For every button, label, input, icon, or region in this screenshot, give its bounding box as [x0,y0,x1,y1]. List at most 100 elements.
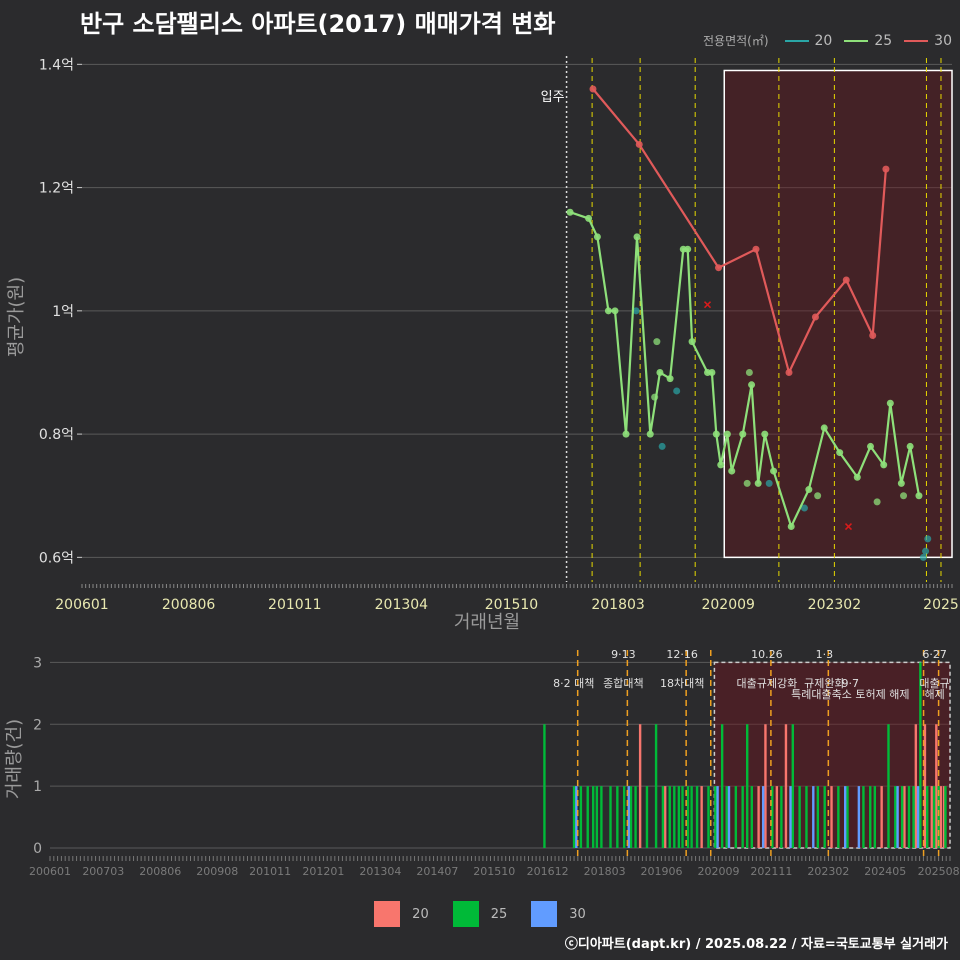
volume-bar-20 [935,724,938,848]
volume-bar-20 [939,786,943,848]
volume-bar-25 [823,786,826,848]
move-in-label: 입주 [541,90,565,105]
bar-legend-item-30: 30 [531,901,586,927]
policy-label: 18차대책 [660,677,704,690]
bar-legend-item-20: 20 [374,901,429,927]
volume-bar-25 [741,786,744,848]
bar-legend-swatch-25 [452,901,479,927]
y-tick-label: 1.2억 [39,181,74,197]
volume-bar-25 [591,786,595,848]
data-point-30 [589,85,597,93]
volume-chart: 0 1 2 3 거래량(건) 8·2 대책 9·13 종합대책 12·16 18차대책 10.26 대… [4,648,960,878]
data-point-25 [886,399,894,407]
x-tick-label: 200806 [139,865,181,878]
legend-item-20: 20 [784,32,833,49]
y-tick-label: 1억 [52,304,74,320]
volume-bar-25 [944,786,947,848]
policy-label: 대출규 [919,677,949,690]
volume-bar-25 [695,786,699,848]
x-tick-label: 200601 [55,597,108,613]
legend-item-30: 30 [904,33,952,49]
data-point-25 [915,492,923,500]
y-tick-label: 2 [33,717,42,733]
volume-bar-25 [937,786,940,848]
volume-bar-20 [784,724,788,848]
volume-bar-30 [575,786,578,848]
volume-bar-20 [775,786,779,848]
data-point-25 [666,375,674,383]
volume-bar-25 [750,786,753,848]
volume-bar-25 [919,662,922,848]
volume-bar-25 [873,786,877,848]
y-tick-label: 1.4억 [39,57,74,73]
volume-bar-25 [690,786,693,848]
volume-bar-30 [843,786,847,848]
data-point-25 [646,430,654,438]
highlight-region [723,69,953,559]
volume-bar-25 [869,786,872,848]
y-tick-label: 0.8억 [39,427,74,443]
volume-bar-25 [887,724,890,848]
volume-bar-25 [816,786,820,848]
bar-legend-swatch-30 [531,901,558,927]
volume-bar-25 [912,786,915,848]
data-point-20 [632,307,640,315]
data-point-30 [752,245,760,253]
volume-bar-25 [720,724,724,848]
bar-legend-label-25: 25 [490,906,508,922]
policy-label: 8·2 대책 [553,677,594,690]
data-point-25 [745,368,753,376]
bar-legend-swatch-20 [374,901,401,927]
volume-bar-20 [923,724,927,848]
cancelled-trade-mark [703,301,712,309]
volume-bar-20 [830,786,833,848]
x-tick-label: 202009 [701,597,754,613]
y-tick-label: 0 [33,841,42,857]
chart-title: 반구 소담팰리스 아파트(2017) 매매가격 변화 [80,10,556,38]
legend-swatch-25 [844,39,869,42]
volume-bar-25 [707,786,710,848]
x-tick-label: 200703 [82,865,124,878]
bar-legend: 20 25 30 [0,901,960,927]
policy-label: 대출규제강화 [737,677,798,690]
x-tick-label: 202009 [698,865,740,878]
volume-bar-30 [761,786,765,848]
data-point-25 [897,479,905,487]
data-point-30 [635,140,643,148]
policy-label: 특례대출축소 토허제 해제 [791,687,909,701]
data-point-30 [842,276,850,284]
data-point-20 [673,387,681,395]
data-point-25 [688,338,696,346]
x-tick-label: 202302 [808,597,861,613]
volume-bar-25 [926,786,929,848]
x-tick-label: 201304 [375,597,429,613]
data-point-25 [748,381,756,389]
data-point-25 [770,467,778,475]
volume-bar-25 [634,786,637,848]
x-tick-label: 202111 [750,865,792,878]
data-point-25 [867,442,875,450]
cancelled-trade-mark [844,523,853,531]
data-point-25 [566,208,574,216]
legend-swatch-30 [904,39,929,42]
data-point-25 [622,430,630,438]
data-point-25 [906,442,914,450]
data-point-30 [882,165,890,173]
data-point-25 [728,467,736,475]
x-tick-label: 200601 [29,865,71,878]
volume-bar-25 [677,786,681,848]
data-point-25 [787,523,795,531]
volume-bar-25 [746,724,749,848]
volume-bar-25 [932,786,936,848]
legend-label-20: 20 [814,32,833,49]
bar-legend-label-30: 30 [569,906,586,922]
policy-label: 1·3 [816,648,834,661]
y-tick-label: 3 [33,655,42,671]
policy-label: 6·27 [922,648,947,661]
volume-bar-20 [757,786,760,848]
line-legend: 전용면적(㎡) 20 25 30 [703,32,952,49]
volume-bar-25 [900,786,904,848]
volume-bar-25 [543,724,546,848]
volume-bar-25 [846,786,849,848]
data-point-25 [814,492,822,500]
